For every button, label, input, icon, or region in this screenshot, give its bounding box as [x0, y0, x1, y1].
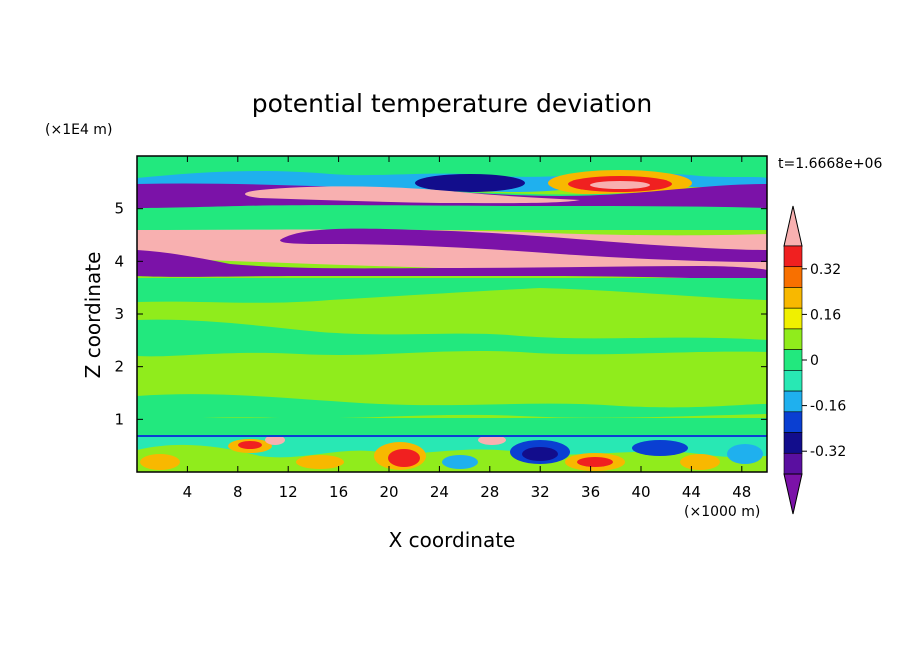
contour-region: [577, 457, 613, 467]
y-axis-label: Z coordinate: [81, 252, 105, 379]
contour-region: [137, 208, 767, 230]
colorbar-tick-label: 0.32: [810, 262, 841, 278]
colorbar-swatch: [783, 411, 803, 433]
contour-region: [590, 181, 650, 189]
contour-region: [137, 394, 767, 419]
contour-region: [632, 440, 688, 456]
x-tick-label: 44: [682, 483, 701, 501]
colorbar-swatch: [783, 328, 803, 350]
time-label: t=1.6668e+06: [778, 156, 882, 172]
y-tick-label: 4: [114, 252, 124, 270]
colorbar-swatch: [783, 287, 803, 309]
contour-region: [137, 250, 767, 280]
x-tick-label: 12: [279, 483, 298, 501]
colorbar-swatch: [783, 432, 803, 454]
x-tick-label: 36: [581, 483, 600, 501]
x-tick-label: 8: [233, 483, 243, 501]
contour-region: [478, 435, 506, 445]
colorbar-extend-min: [783, 473, 803, 515]
y-axis: 1 2 3 4 5: [114, 200, 767, 428]
x-tick-label: 32: [531, 483, 550, 501]
x-unit-label: (×1000 m): [684, 504, 760, 520]
colorbar-swatch: [783, 307, 803, 330]
colorbar-swatch: [783, 266, 803, 288]
colorbar-tick-label: -0.16: [810, 399, 846, 415]
plot-area: [137, 156, 767, 472]
contour-region: [388, 449, 420, 467]
colorbar-swatch: [783, 349, 803, 371]
contour-region: [137, 278, 767, 303]
y-unit-label: (×1E4 m): [45, 122, 112, 138]
contour-region: [727, 444, 763, 464]
colorbar-tick-label: -0.32: [810, 444, 846, 460]
contour-region: [280, 228, 767, 262]
x-tick-label: 28: [480, 483, 499, 501]
y-tick-label: 1: [114, 410, 124, 428]
contour-region: [522, 447, 558, 461]
colorbar-extend-max: [783, 205, 803, 247]
contour-region: [137, 319, 767, 357]
x-tick-label: 40: [631, 483, 650, 501]
colorbar: 0.32 0.16 0 -0.16 -0.32: [783, 205, 846, 515]
colorbar-swatch: [783, 370, 803, 392]
x-tick-label: 4: [183, 483, 193, 501]
contour-region: [265, 435, 285, 445]
colorbar-swatch: [783, 390, 803, 413]
contour-region: [680, 454, 720, 470]
x-tick-label: 24: [430, 483, 449, 501]
contour-region: [140, 454, 180, 470]
x-tick-label: 48: [732, 483, 751, 501]
y-tick-label: 5: [114, 200, 124, 218]
colorbar-swatch: [783, 452, 803, 475]
contour-region: [415, 174, 525, 192]
contour-region: [238, 441, 262, 449]
chart-title: potential temperature deviation: [252, 89, 652, 118]
x-axis-label: X coordinate: [389, 528, 516, 552]
y-tick-label: 2: [114, 358, 124, 376]
contour-region: [442, 455, 478, 469]
x-tick-label: 20: [379, 483, 398, 501]
contour-region: [245, 186, 580, 204]
contour-region: [296, 455, 344, 469]
colorbar-tick-label: 0.16: [810, 307, 841, 323]
colorbar-tick-label: 0: [810, 353, 819, 369]
x-tick-label: 16: [329, 483, 348, 501]
contour-region: [137, 418, 767, 436]
y-tick-label: 3: [114, 305, 124, 323]
colorbar-swatch: [783, 245, 803, 268]
x-axis: 4 8 12 16 20 24 28 32 36 40 44 48: [183, 156, 751, 501]
